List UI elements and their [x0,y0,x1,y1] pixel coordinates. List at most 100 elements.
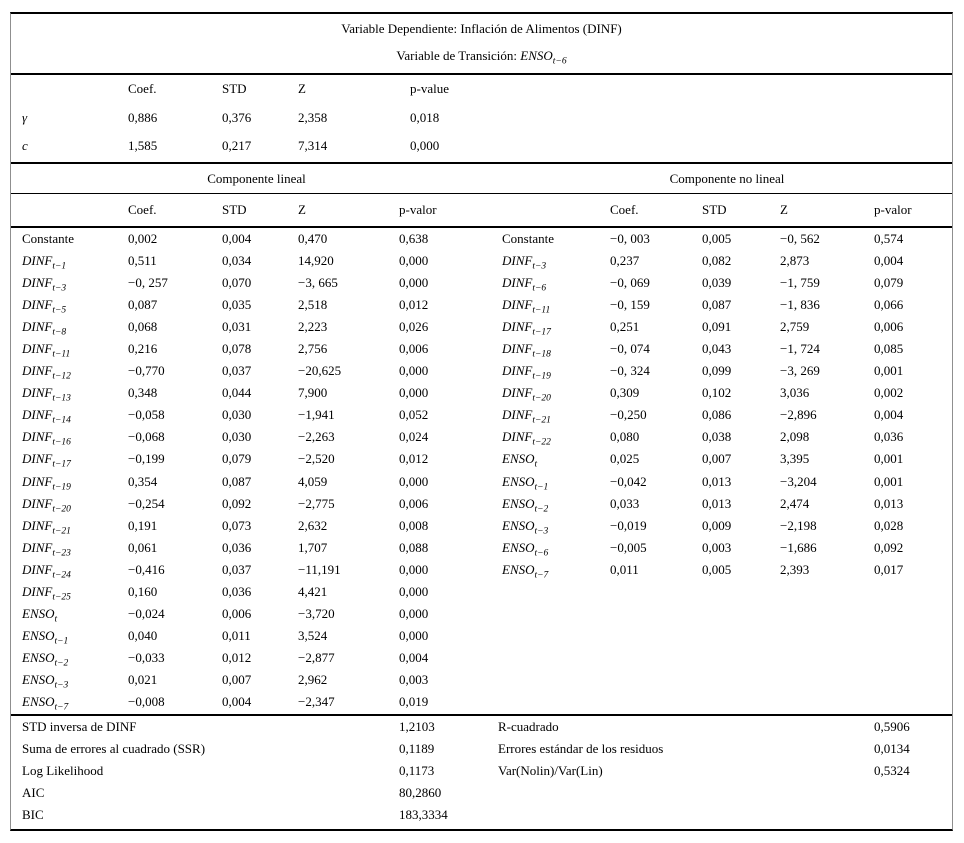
linear-coef-value: 0,040 [128,627,158,643]
summary-left-value: 80,2860 [399,785,442,800]
linear-row-label: DINFt−16 [22,429,71,449]
linear-row-label: ENSOt−7 [22,694,69,713]
nonlinear-row-label: ENSOt [502,451,538,471]
linear-std-value: 0,034 [222,253,252,269]
transition-variable-label: Variable de Transición: [396,48,521,63]
linear-coef-value: 0,348 [128,385,158,401]
summary-right-label: Errores estándar de los residuos [498,741,664,756]
summary-right-label: R-cuadrado [498,719,559,734]
nonlinear-std-value: 0,013 [702,495,732,511]
linear-p-value: 0,088 [399,539,429,555]
linear-z-value: −3, 665 [298,275,338,291]
linear-std-value: 0,030 [222,407,252,423]
nonlinear-coef-value: 0,033 [610,495,640,511]
nonlinear-p-value: 0,001 [874,451,904,467]
nonlinear-coef-value: −0, 069 [610,275,650,291]
nonlinear-std-value: 0,003 [702,539,732,555]
nonlinear-std-value: 0,009 [702,517,732,533]
linear-p-value: 0,004 [399,649,429,665]
nonlinear-coef-value: 0,251 [610,319,640,335]
column-headers-row: Coef. STD Z p-valor Coef. STD Z p-valor [11,193,952,226]
linear-row-label: ENSOt−2 [22,649,69,669]
linear-std-value: 0,079 [222,451,252,467]
nonlinear-p-value: 0,574 [874,231,904,247]
linear-row-label: ENSOt−1 [22,627,69,647]
linear-row-label: ENSOt−3 [22,671,69,691]
linear-coef-value: 0,021 [128,671,158,687]
linear-z-value: −2,520 [298,451,335,467]
nonlinear-row-label: DINFt−3 [502,253,547,272]
linear-row-label: DINFt−19 [22,473,71,493]
transition-params-section: Coef. STD Z p-value γ 0,886 0,376 2,358 0,01… [11,73,952,162]
linear-std-value: 0,044 [222,385,252,401]
summary-left-value: 0,1189 [399,741,435,756]
linear-z-value: 2,223 [298,319,328,335]
param-label: c [22,138,28,154]
nonlinear-p-value: 0,004 [874,253,904,269]
linear-z-value: −2,775 [298,495,335,511]
linear-row-label: DINFt−21 [22,517,71,537]
nonlinear-p-value: 0,085 [874,341,904,357]
linear-z-value: −2,877 [298,649,335,665]
linear-std-value: 0,035 [222,297,252,313]
linear-z-value: 0,470 [298,231,328,247]
linear-p-value: 0,052 [399,407,429,423]
nonlinear-std-value: 0,038 [702,429,732,445]
top-col-header-std: STD [222,81,247,97]
nonlinear-z-value: 3,036 [780,385,810,401]
summary-right-value: 0,0134 [874,741,910,756]
linear-row-label: DINFt−24 [22,561,71,581]
nonlinear-z-value: 2,474 [780,495,810,511]
nonlinear-coef-value: −0, 074 [610,341,650,357]
nonlinear-std-value: 0,007 [702,451,732,467]
linear-std-value: 0,006 [222,605,252,621]
coefficients-grid: Constante 0,002 0,004 0,470 0,638 Constante −0… [11,226,952,714]
linear-p-value: 0,006 [399,495,429,511]
linear-z-value: −3,720 [298,605,335,621]
param-z-value: 7,314 [298,138,328,154]
nonlinear-coef-value: 0,309 [610,385,640,401]
summary-left-label: BIC [22,807,44,822]
nonlinear-row-label: DINFt−19 [502,363,551,382]
linear-col-header-pvalor: p-valor [399,202,437,217]
nonlinear-coef-value: −0,250 [610,407,647,423]
linear-coef-value: −0, 257 [128,275,168,291]
nonlinear-std-value: 0,005 [702,231,732,247]
linear-coef-value: −0,254 [128,495,165,511]
summary-right-label: Var(Nolin)/Var(Lin) [498,763,603,778]
transition-variable-subtitle: Variable de Transición: ENSOt−6 [11,46,952,66]
nonlinear-coef-value: −0, 324 [610,363,650,379]
nonlinear-coef-value: 0,080 [610,429,640,445]
linear-row-label: DINFt−13 [22,385,71,404]
linear-std-value: 0,012 [222,649,252,665]
top-col-header-pvalue: p-value [410,81,449,97]
nonlinear-p-value: 0,028 [874,517,904,533]
linear-z-value: 7,900 [298,385,328,401]
linear-col-header-z: Z [298,202,306,217]
linear-p-value: 0,000 [399,627,429,643]
param-std-value: 0,376 [222,109,252,125]
nonlinear-coef-value: −0, 159 [610,297,650,313]
nonlinear-z-value: 3,395 [780,451,810,467]
linear-std-value: 0,004 [222,694,252,709]
nonlinear-z-value: 2,393 [780,561,810,577]
nonlinear-row-label: DINFt−22 [502,429,551,449]
nonlinear-row-label: DINFt−6 [502,275,547,294]
linear-row-label: DINFt−14 [22,407,71,426]
linear-p-value: 0,006 [399,341,429,357]
linear-std-value: 0,031 [222,319,252,335]
linear-p-value: 0,024 [399,429,429,445]
linear-p-value: 0,000 [399,385,429,401]
nonlinear-coef-value: 0,025 [610,451,640,467]
nonlinear-row-label: ENSOt−1 [502,473,549,493]
linear-std-value: 0,007 [222,671,252,687]
linear-coef-value: 0,354 [128,473,158,489]
linear-z-value: −1,941 [298,407,335,423]
linear-p-value: 0,012 [399,297,429,313]
linear-z-value: 2,518 [298,297,328,313]
linear-coef-value: −0,416 [128,561,165,577]
linear-std-value: 0,078 [222,341,252,357]
linear-std-value: 0,037 [222,363,252,379]
linear-std-value: 0,036 [222,539,252,555]
nonlinear-z-value: −2,198 [780,517,817,533]
